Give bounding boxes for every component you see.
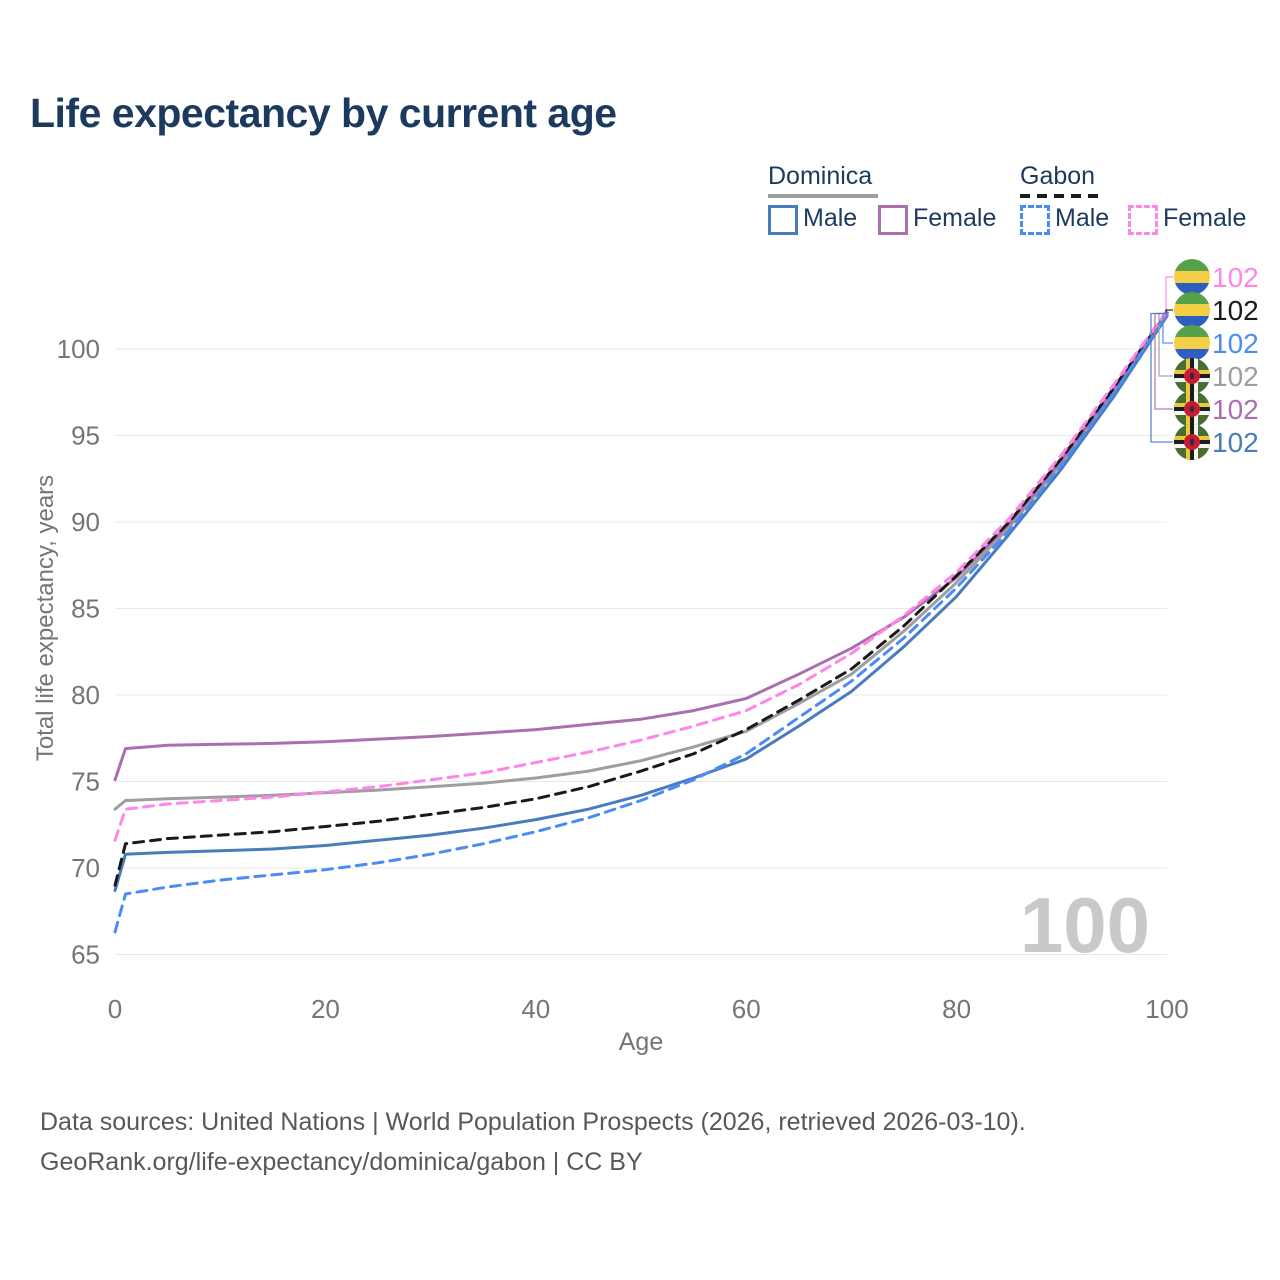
dominica-parrot xyxy=(1189,372,1195,380)
age-watermark: 100 xyxy=(1020,881,1150,969)
end-value-label-gabon[interactable]: 102 xyxy=(1212,295,1259,326)
attribution-link-text[interactable]: GeoRank.org/life-expectancy/dominica/gab… xyxy=(40,1148,643,1176)
gabon-blue-stripe xyxy=(1174,316,1210,328)
series-line-gabon[interactable] xyxy=(113,311,1169,887)
data-source-text: Data sources: United Nations | World Pop… xyxy=(40,1108,1026,1136)
series-line-gabon-male[interactable] xyxy=(113,312,1169,934)
end-value-label-dominica-male[interactable]: 102 xyxy=(1212,427,1259,458)
gabon-flag-icon xyxy=(1174,292,1210,328)
x-tick-label: 40 xyxy=(521,994,550,1024)
gabon-flag-icon xyxy=(1174,259,1210,295)
flag-art xyxy=(1174,292,1210,328)
flag-art xyxy=(1174,325,1210,361)
legend-label-dominica-female[interactable]: Female xyxy=(913,204,997,232)
x-tick-label: 0 xyxy=(108,994,122,1024)
y-tick-label: 65 xyxy=(71,940,100,970)
chart-title: Life expectancy by current age xyxy=(30,90,617,136)
gabon-male-swatch-icon[interactable] xyxy=(1020,205,1050,235)
legend-group-dominica-title[interactable]: Dominica xyxy=(768,162,873,190)
dominica-flag-icon xyxy=(1174,358,1210,394)
end-value-label-dominica-female[interactable]: 102 xyxy=(1212,394,1259,425)
dominica-male-swatch-icon[interactable] xyxy=(768,205,798,235)
series-line-dominica-female[interactable] xyxy=(113,312,1169,782)
legend-group-gabon-title[interactable]: Gabon xyxy=(1020,162,1096,190)
dominica-flag-icon xyxy=(1174,424,1210,460)
dominica-parrot xyxy=(1189,405,1195,413)
flag-art xyxy=(1174,424,1210,460)
x-axis-title: Age xyxy=(619,1028,663,1056)
series-line-dominica[interactable] xyxy=(113,312,1169,811)
series-line-gabon-female[interactable] xyxy=(113,309,1169,842)
gabon-blue-stripe xyxy=(1174,283,1210,295)
end-value-label-gabon-female[interactable]: 102 xyxy=(1212,262,1259,293)
flag-art xyxy=(1174,391,1210,427)
series-line-dominica-male[interactable] xyxy=(113,314,1169,892)
dominica-female-swatch-icon[interactable] xyxy=(878,205,908,235)
gabon-green-stripe xyxy=(1174,259,1210,271)
dominica-parrot xyxy=(1189,438,1195,446)
flag-art xyxy=(1174,358,1210,394)
end-value-label-dominica[interactable]: 102 xyxy=(1212,361,1259,392)
gabon-female-swatch-icon[interactable] xyxy=(1128,205,1158,235)
y-tick-label: 100 xyxy=(57,334,100,364)
gabon-flag-icon xyxy=(1174,325,1210,361)
x-tick-label: 100 xyxy=(1145,994,1188,1024)
dominica-solid-line-sample xyxy=(768,194,878,198)
flag-art xyxy=(1174,259,1210,295)
y-tick-label: 75 xyxy=(71,767,100,797)
end-label-connector xyxy=(1165,276,1173,315)
gabon-yellow-stripe xyxy=(1174,271,1210,283)
dominica-flag-icon xyxy=(1174,391,1210,427)
gabon-green-stripe xyxy=(1174,292,1210,304)
end-value-label-gabon-male[interactable]: 102 xyxy=(1212,328,1259,359)
gabon-dashed-line-sample xyxy=(1020,194,1098,198)
y-tick-label: 70 xyxy=(71,853,100,883)
legend-label-gabon-female[interactable]: Female xyxy=(1163,204,1247,232)
gabon-yellow-stripe xyxy=(1174,337,1210,349)
end-label-connector xyxy=(1150,312,1173,443)
legend-label-gabon-male[interactable]: Male xyxy=(1055,204,1110,232)
y-tick-label: 80 xyxy=(71,680,100,710)
y-tick-label: 85 xyxy=(71,594,100,624)
x-tick-label: 80 xyxy=(942,994,971,1024)
x-tick-label: 20 xyxy=(311,994,340,1024)
gabon-yellow-stripe xyxy=(1174,304,1210,316)
legend-label-dominica-male[interactable]: Male xyxy=(803,204,858,232)
y-tick-label: 90 xyxy=(71,507,100,537)
gabon-green-stripe xyxy=(1174,325,1210,337)
y-tick-label: 95 xyxy=(71,421,100,451)
gabon-blue-stripe xyxy=(1174,349,1210,361)
x-tick-label: 60 xyxy=(732,994,761,1024)
